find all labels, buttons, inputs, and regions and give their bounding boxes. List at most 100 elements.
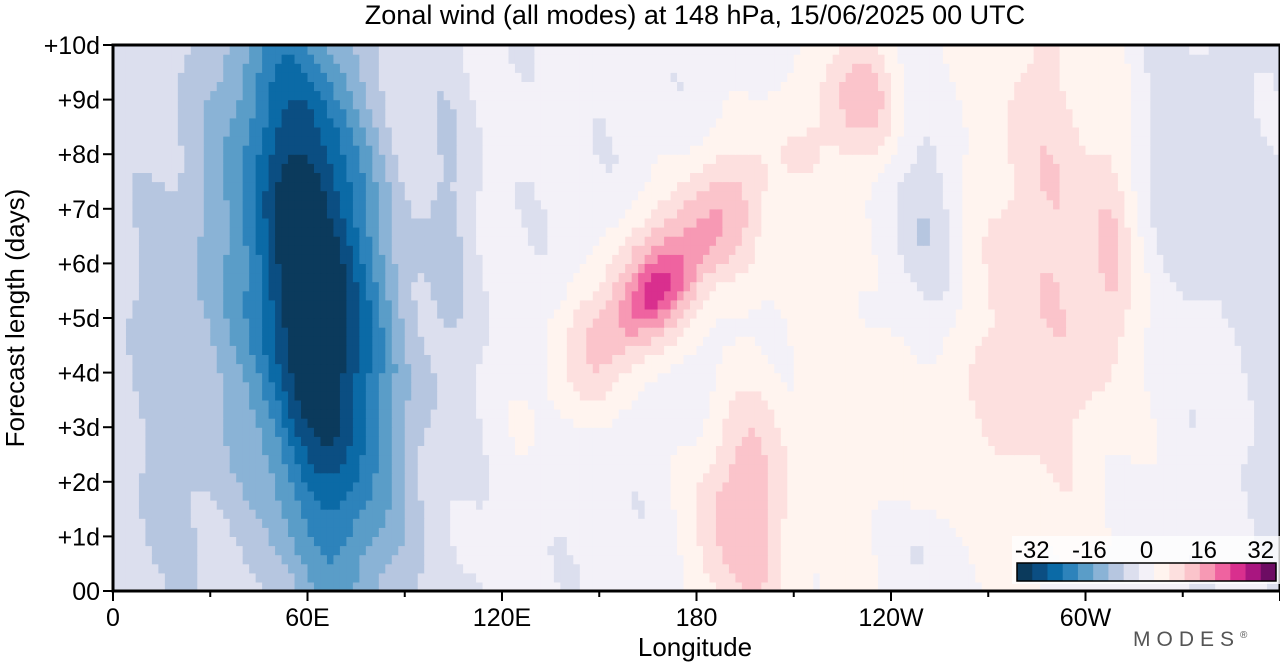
- heatmap-cell: [806, 463, 814, 474]
- heatmap-cell: [437, 500, 445, 510]
- heatmap-cell: [1091, 372, 1100, 383]
- heatmap-cell: [625, 572, 633, 583]
- heatmap-cell: [592, 409, 600, 419]
- heatmap-cell: [754, 427, 762, 437]
- heatmap-cell: [702, 427, 711, 437]
- heatmap-cell: [125, 490, 134, 501]
- heatmap-cell: [1241, 390, 1249, 401]
- heatmap-cell: [1007, 581, 1015, 591]
- heatmap-cell: [1241, 490, 1249, 501]
- heatmap-cell: [294, 390, 302, 401]
- heatmap-cell: [534, 336, 542, 346]
- heatmap-cell: [1176, 472, 1184, 483]
- heatmap-cell: [1059, 436, 1067, 446]
- heatmap-cell: [787, 563, 795, 574]
- heatmap-cell: [1072, 363, 1080, 374]
- heatmap-cell: [1046, 481, 1054, 492]
- heatmap-cell: [845, 445, 853, 456]
- heatmap-cell: [644, 545, 652, 556]
- heatmap-cell: [715, 500, 724, 510]
- heatmap-cell: [1202, 427, 1210, 437]
- heatmap-cell: [800, 472, 808, 483]
- heatmap-cell: [929, 445, 937, 456]
- heatmap-cell: [722, 554, 730, 565]
- heatmap-cell: [398, 418, 406, 428]
- heatmap-cell: [521, 490, 529, 501]
- heatmap-cell: [229, 581, 237, 591]
- heatmap-cell: [923, 372, 931, 383]
- heatmap-cell: [547, 363, 555, 374]
- heatmap-cell: [923, 409, 931, 419]
- heatmap-cell: [1053, 390, 1061, 401]
- heatmap-cell: [1228, 481, 1236, 492]
- heatmap-cell: [450, 463, 458, 474]
- heatmap-cell: [761, 436, 769, 446]
- heatmap-cell: [437, 509, 445, 519]
- heatmap-cell: [339, 363, 347, 374]
- chart-title: Zonal wind (all modes) at 148 hPa, 15/06…: [365, 0, 1025, 30]
- heatmap-cell: [1066, 509, 1074, 519]
- heatmap-cell: [138, 545, 147, 556]
- heatmap-cell: [981, 390, 989, 401]
- heatmap-cell: [1066, 481, 1074, 492]
- heatmap-cell: [489, 390, 497, 401]
- heatmap-cell: [664, 372, 672, 383]
- heatmap-cell: [735, 463, 743, 474]
- heatmap-cell: [826, 354, 834, 365]
- heatmap-cell: [761, 527, 769, 537]
- heatmap-cell: [1234, 354, 1242, 365]
- heatmap-cell: [579, 363, 587, 374]
- heatmap-cell: [495, 554, 503, 565]
- heatmap-cell: [586, 354, 594, 365]
- heatmap-cell: [800, 545, 808, 556]
- heatmap-cell: [1260, 427, 1268, 437]
- heatmap-cell: [424, 436, 432, 446]
- heatmap-cell: [994, 354, 1002, 365]
- heatmap-cell: [865, 545, 873, 556]
- heatmap-cell: [1085, 399, 1093, 410]
- heatmap-cell: [1053, 363, 1061, 374]
- heatmap-cell: [1124, 418, 1132, 428]
- heatmap-cell: [1228, 399, 1236, 410]
- heatmap-cell: [495, 454, 503, 465]
- heatmap-cell: [839, 554, 847, 565]
- heatmap-cell: [190, 490, 198, 501]
- heatmap-cell: [942, 363, 950, 374]
- heatmap-cell: [210, 427, 218, 437]
- heatmap-cell: [333, 463, 341, 474]
- heatmap-cell: [456, 399, 464, 410]
- heatmap-cell: [469, 418, 477, 428]
- heatmap-cell: [942, 381, 950, 392]
- heatmap-cell: [223, 472, 231, 483]
- heatmap-cell: [722, 463, 730, 474]
- heatmap-cell: [359, 427, 367, 437]
- heatmap-cell: [177, 354, 185, 365]
- heatmap-cell: [450, 581, 458, 591]
- heatmap-cell: [962, 445, 970, 456]
- heatmap-cell: [741, 345, 749, 355]
- heatmap-cell: [1260, 399, 1268, 410]
- heatmap-cell: [547, 472, 555, 483]
- heatmap-cell: [359, 509, 367, 519]
- heatmap-cell: [469, 336, 477, 346]
- heatmap-cell: [741, 527, 749, 537]
- heatmap-cell: [690, 518, 698, 528]
- heatmap-cell: [158, 336, 166, 346]
- heatmap-cell: [553, 572, 561, 583]
- heatmap-cell: [910, 363, 918, 374]
- heatmap-cell: [1020, 354, 1028, 365]
- heatmap-cell: [547, 572, 555, 583]
- heatmap-cell: [638, 372, 646, 383]
- heatmap-cell: [916, 481, 925, 492]
- heatmap-cell: [365, 363, 373, 374]
- heatmap-cell: [223, 563, 231, 574]
- heatmap-cell: [352, 527, 360, 537]
- heatmap-cell: [249, 345, 257, 355]
- heatmap-cell: [929, 518, 937, 528]
- heatmap-cell: [1202, 518, 1210, 528]
- heatmap-cell: [612, 409, 620, 419]
- heatmap-cell: [1085, 500, 1093, 510]
- heatmap-cell: [929, 418, 937, 428]
- heatmap-cell: [262, 372, 270, 383]
- heatmap-cell: [1091, 363, 1100, 374]
